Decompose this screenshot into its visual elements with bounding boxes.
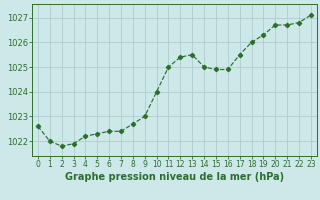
X-axis label: Graphe pression niveau de la mer (hPa): Graphe pression niveau de la mer (hPa): [65, 172, 284, 182]
